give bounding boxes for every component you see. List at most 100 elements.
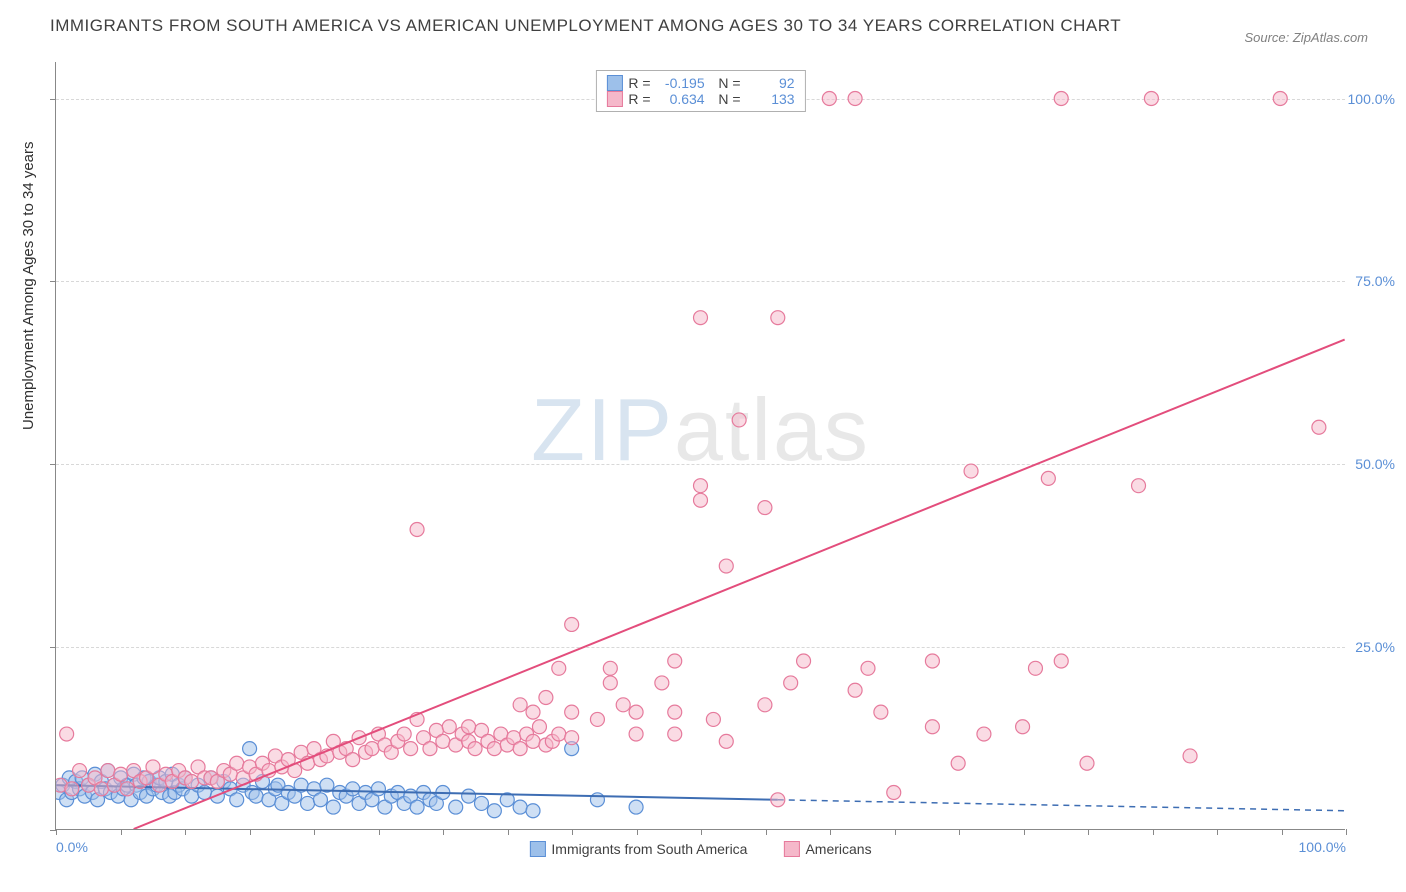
scatter-point: [1028, 661, 1042, 675]
scatter-point: [951, 756, 965, 770]
scatter-point: [1041, 471, 1055, 485]
scatter-point: [487, 804, 501, 818]
scatter-point: [230, 793, 244, 807]
scatter-point: [925, 654, 939, 668]
scatter-point: [822, 92, 836, 106]
stat-label-n: N =: [711, 91, 741, 107]
scatter-point: [590, 712, 604, 726]
scatter-point: [719, 734, 733, 748]
y-tick-label: 100.0%: [1348, 91, 1395, 107]
scatter-point: [629, 705, 643, 719]
scatter-point: [964, 464, 978, 478]
scatter-point: [797, 654, 811, 668]
scatter-point: [442, 720, 456, 734]
y-tick-label: 50.0%: [1355, 456, 1395, 472]
stat-label-r: R =: [628, 75, 650, 91]
scatter-point: [668, 705, 682, 719]
scatter-point: [668, 727, 682, 741]
scatter-point: [771, 793, 785, 807]
y-tick-label: 75.0%: [1355, 273, 1395, 289]
scatter-point: [101, 764, 115, 778]
scatter-point: [243, 742, 257, 756]
scatter-point: [185, 775, 199, 789]
stat-n-value-b: 133: [747, 91, 795, 107]
scatter-point: [326, 800, 340, 814]
scatter-point: [565, 731, 579, 745]
correlation-stats-box: R = -0.195 N = 92 R = 0.634 N = 133: [595, 70, 805, 112]
scatter-point: [694, 311, 708, 325]
scatter-point: [771, 311, 785, 325]
scatter-point: [526, 705, 540, 719]
scatter-point: [925, 720, 939, 734]
scatter-point: [1183, 749, 1197, 763]
stat-row-series-b: R = 0.634 N = 133: [606, 91, 794, 107]
scatter-point: [526, 734, 540, 748]
scatter-point: [565, 705, 579, 719]
stat-label-r: R =: [628, 91, 650, 107]
scatter-point: [616, 698, 630, 712]
scatter-point: [513, 800, 527, 814]
scatter-point: [346, 782, 360, 796]
legend-item-b: Americans: [783, 841, 871, 857]
scatter-point: [1144, 92, 1158, 106]
scatter-point: [423, 742, 437, 756]
chart-title: IMMIGRANTS FROM SOUTH AMERICA VS AMERICA…: [50, 16, 1121, 36]
scatter-point: [719, 559, 733, 573]
scatter-point: [436, 734, 450, 748]
scatter-point: [603, 661, 617, 675]
scatter-point: [565, 617, 579, 631]
scatter-point: [65, 782, 79, 796]
y-axis-label: Unemployment Among Ages 30 to 34 years: [20, 141, 37, 430]
scatter-point: [1054, 654, 1068, 668]
legend-label-a: Immigrants from South America: [551, 841, 747, 857]
scatter-point: [861, 661, 875, 675]
scatter-point: [94, 782, 108, 796]
scatter-point: [410, 800, 424, 814]
scatter-point: [1054, 92, 1068, 106]
legend-swatch-b: [783, 841, 799, 857]
scatter-point: [848, 683, 862, 697]
scatter-point: [784, 676, 798, 690]
scatter-point: [230, 756, 244, 770]
bottom-legend: Immigrants from South America Americans: [529, 841, 871, 857]
scatter-point: [887, 785, 901, 799]
scatter-point: [120, 782, 134, 796]
x-tick-label: 0.0%: [56, 839, 88, 855]
scatter-point: [404, 742, 418, 756]
legend-swatch-a: [529, 841, 545, 857]
scatter-point: [629, 800, 643, 814]
scatter-point: [603, 676, 617, 690]
scatter-point: [474, 796, 488, 810]
scatter-point: [468, 742, 482, 756]
stat-label-n: N =: [711, 75, 741, 91]
scatter-point: [694, 479, 708, 493]
swatch-series-a: [606, 75, 622, 91]
stat-r-value-a: -0.195: [657, 75, 705, 91]
scatter-point: [313, 793, 327, 807]
scatter-point: [732, 413, 746, 427]
stat-row-series-a: R = -0.195 N = 92: [606, 75, 794, 91]
scatter-point: [1312, 420, 1326, 434]
scatter-point: [249, 789, 263, 803]
scatter-point: [526, 804, 540, 818]
plot-area: ZIPatlas R = -0.195 N = 92 R = 0.634 N =…: [55, 62, 1345, 830]
scatter-point: [1273, 92, 1287, 106]
scatter-point: [1016, 720, 1030, 734]
scatter-point: [532, 720, 546, 734]
x-tick-label: 100.0%: [1299, 839, 1346, 855]
legend-item-a: Immigrants from South America: [529, 841, 747, 857]
scatter-point: [552, 727, 566, 741]
scatter-point: [629, 727, 643, 741]
scatter-point: [462, 720, 476, 734]
scatter-point: [655, 676, 669, 690]
scatter-point: [487, 742, 501, 756]
scatter-point: [694, 493, 708, 507]
scatter-point: [397, 727, 411, 741]
scatter-point: [513, 698, 527, 712]
legend-label-b: Americans: [805, 841, 871, 857]
stat-r-value-b: 0.634: [657, 91, 705, 107]
scatter-point: [146, 760, 160, 774]
scatter-point: [60, 727, 74, 741]
scatter-point: [346, 753, 360, 767]
scatter-point: [410, 523, 424, 537]
